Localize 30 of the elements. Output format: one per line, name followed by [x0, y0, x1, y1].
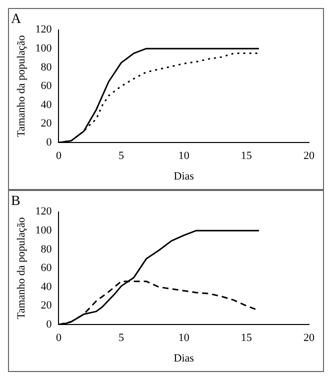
x-tick-label: 0	[56, 332, 62, 344]
y-tick-label: 120	[35, 206, 52, 218]
y-axis-title: Tamanho da população	[15, 216, 28, 320]
y-tick-label: 40	[40, 98, 52, 111]
x-tick-label: 10	[178, 332, 190, 344]
y-tick-label: 120	[35, 24, 52, 36]
x-tick-label: 20	[304, 150, 315, 162]
x-tick-label: 0	[56, 150, 62, 162]
x-axis-title: Dias	[174, 352, 194, 364]
y-tick-label: 0	[46, 318, 52, 330]
x-tick-label: 15	[240, 332, 252, 344]
y-tick-label: 100	[35, 42, 52, 54]
y-tick-label: 80	[40, 243, 52, 256]
x-tick-label: 5	[118, 332, 125, 344]
chart-title: A	[11, 12, 22, 28]
x-tick-label: 15	[240, 150, 252, 162]
y-tick-label: 60	[40, 80, 52, 92]
y-tick-label: 80	[40, 61, 52, 74]
y-axis-title: Tamanho da população	[15, 34, 28, 138]
y-tick-label: 20	[40, 118, 52, 130]
y-tick-label: 40	[40, 280, 52, 293]
chart-title: B	[11, 194, 20, 210]
y-tick-label: 0	[46, 136, 52, 148]
x-tick-label: 20	[304, 332, 315, 344]
x-tick-label: 10	[178, 150, 190, 162]
y-tick-label: 60	[40, 262, 52, 274]
y-tick-label: 100	[35, 224, 52, 236]
x-tick-label: 5	[118, 150, 125, 162]
x-axis-title: Dias	[174, 170, 194, 182]
y-tick-label: 20	[40, 300, 52, 312]
